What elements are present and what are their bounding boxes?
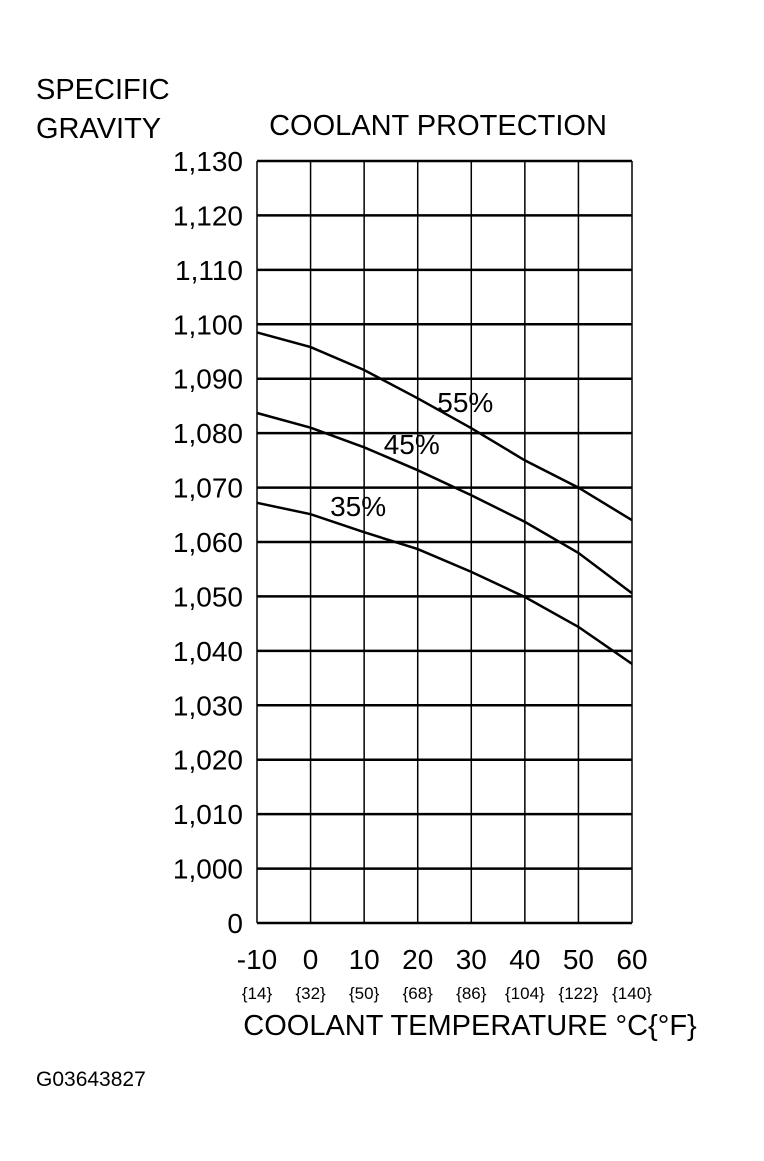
y-tick-label: 1,090 [173,364,243,395]
y-tick-label: 1,010 [173,799,243,830]
x-tick-sublabel: {86} [456,984,487,1003]
y-axis-label: SPECIFIC [36,74,170,106]
x-tick-sublabel: {68} [403,984,434,1003]
series-label: 55% [437,387,493,418]
series-label: 35% [330,491,386,522]
x-tick-label: 0 [303,944,319,975]
y-tick-label: 1,120 [173,200,243,231]
series-line [256,501,633,665]
y-tick-label: 1,000 [173,854,243,885]
figure-code: G03643827 [36,1068,146,1091]
y-tick-label: 0 [227,908,243,939]
y-tick-label: 1,080 [173,418,243,449]
series-line [256,411,633,595]
y-tick-label: 1,020 [173,745,243,776]
y-tick-label: 1,130 [173,146,243,177]
y-tick-label: 1,050 [173,581,243,612]
y-tick-label: 1,070 [173,473,243,504]
y-tick-label: 1,040 [173,636,243,667]
y-axis-label: GRAVITY [36,113,161,145]
x-tick-sublabel: {104} [505,984,545,1003]
x-tick-sublabel: {140} [612,984,652,1003]
x-tick-label: 60 [616,944,647,975]
series-line [256,331,633,522]
x-tick-label: -10 [237,944,277,975]
x-tick-label: 30 [456,944,487,975]
chart-title: COOLANT PROTECTION [269,110,607,142]
series-label: 45% [384,429,440,460]
y-tick-label: 1,100 [173,309,243,340]
x-tick-sublabel: {14} [242,984,273,1003]
y-tick-label: 1,060 [173,527,243,558]
x-tick-sublabel: {122} [559,984,599,1003]
x-tick-sublabel: {32} [295,984,326,1003]
x-tick-label: 10 [349,944,380,975]
x-tick-label: 20 [402,944,433,975]
x-tick-label: 50 [563,944,594,975]
x-axis-label: COOLANT TEMPERATURE °C{°F} [243,1010,697,1042]
y-tick-label: 1,030 [173,690,243,721]
x-tick-sublabel: {50} [349,984,380,1003]
y-tick-label: 1,110 [175,255,243,286]
x-tick-label: 40 [509,944,540,975]
